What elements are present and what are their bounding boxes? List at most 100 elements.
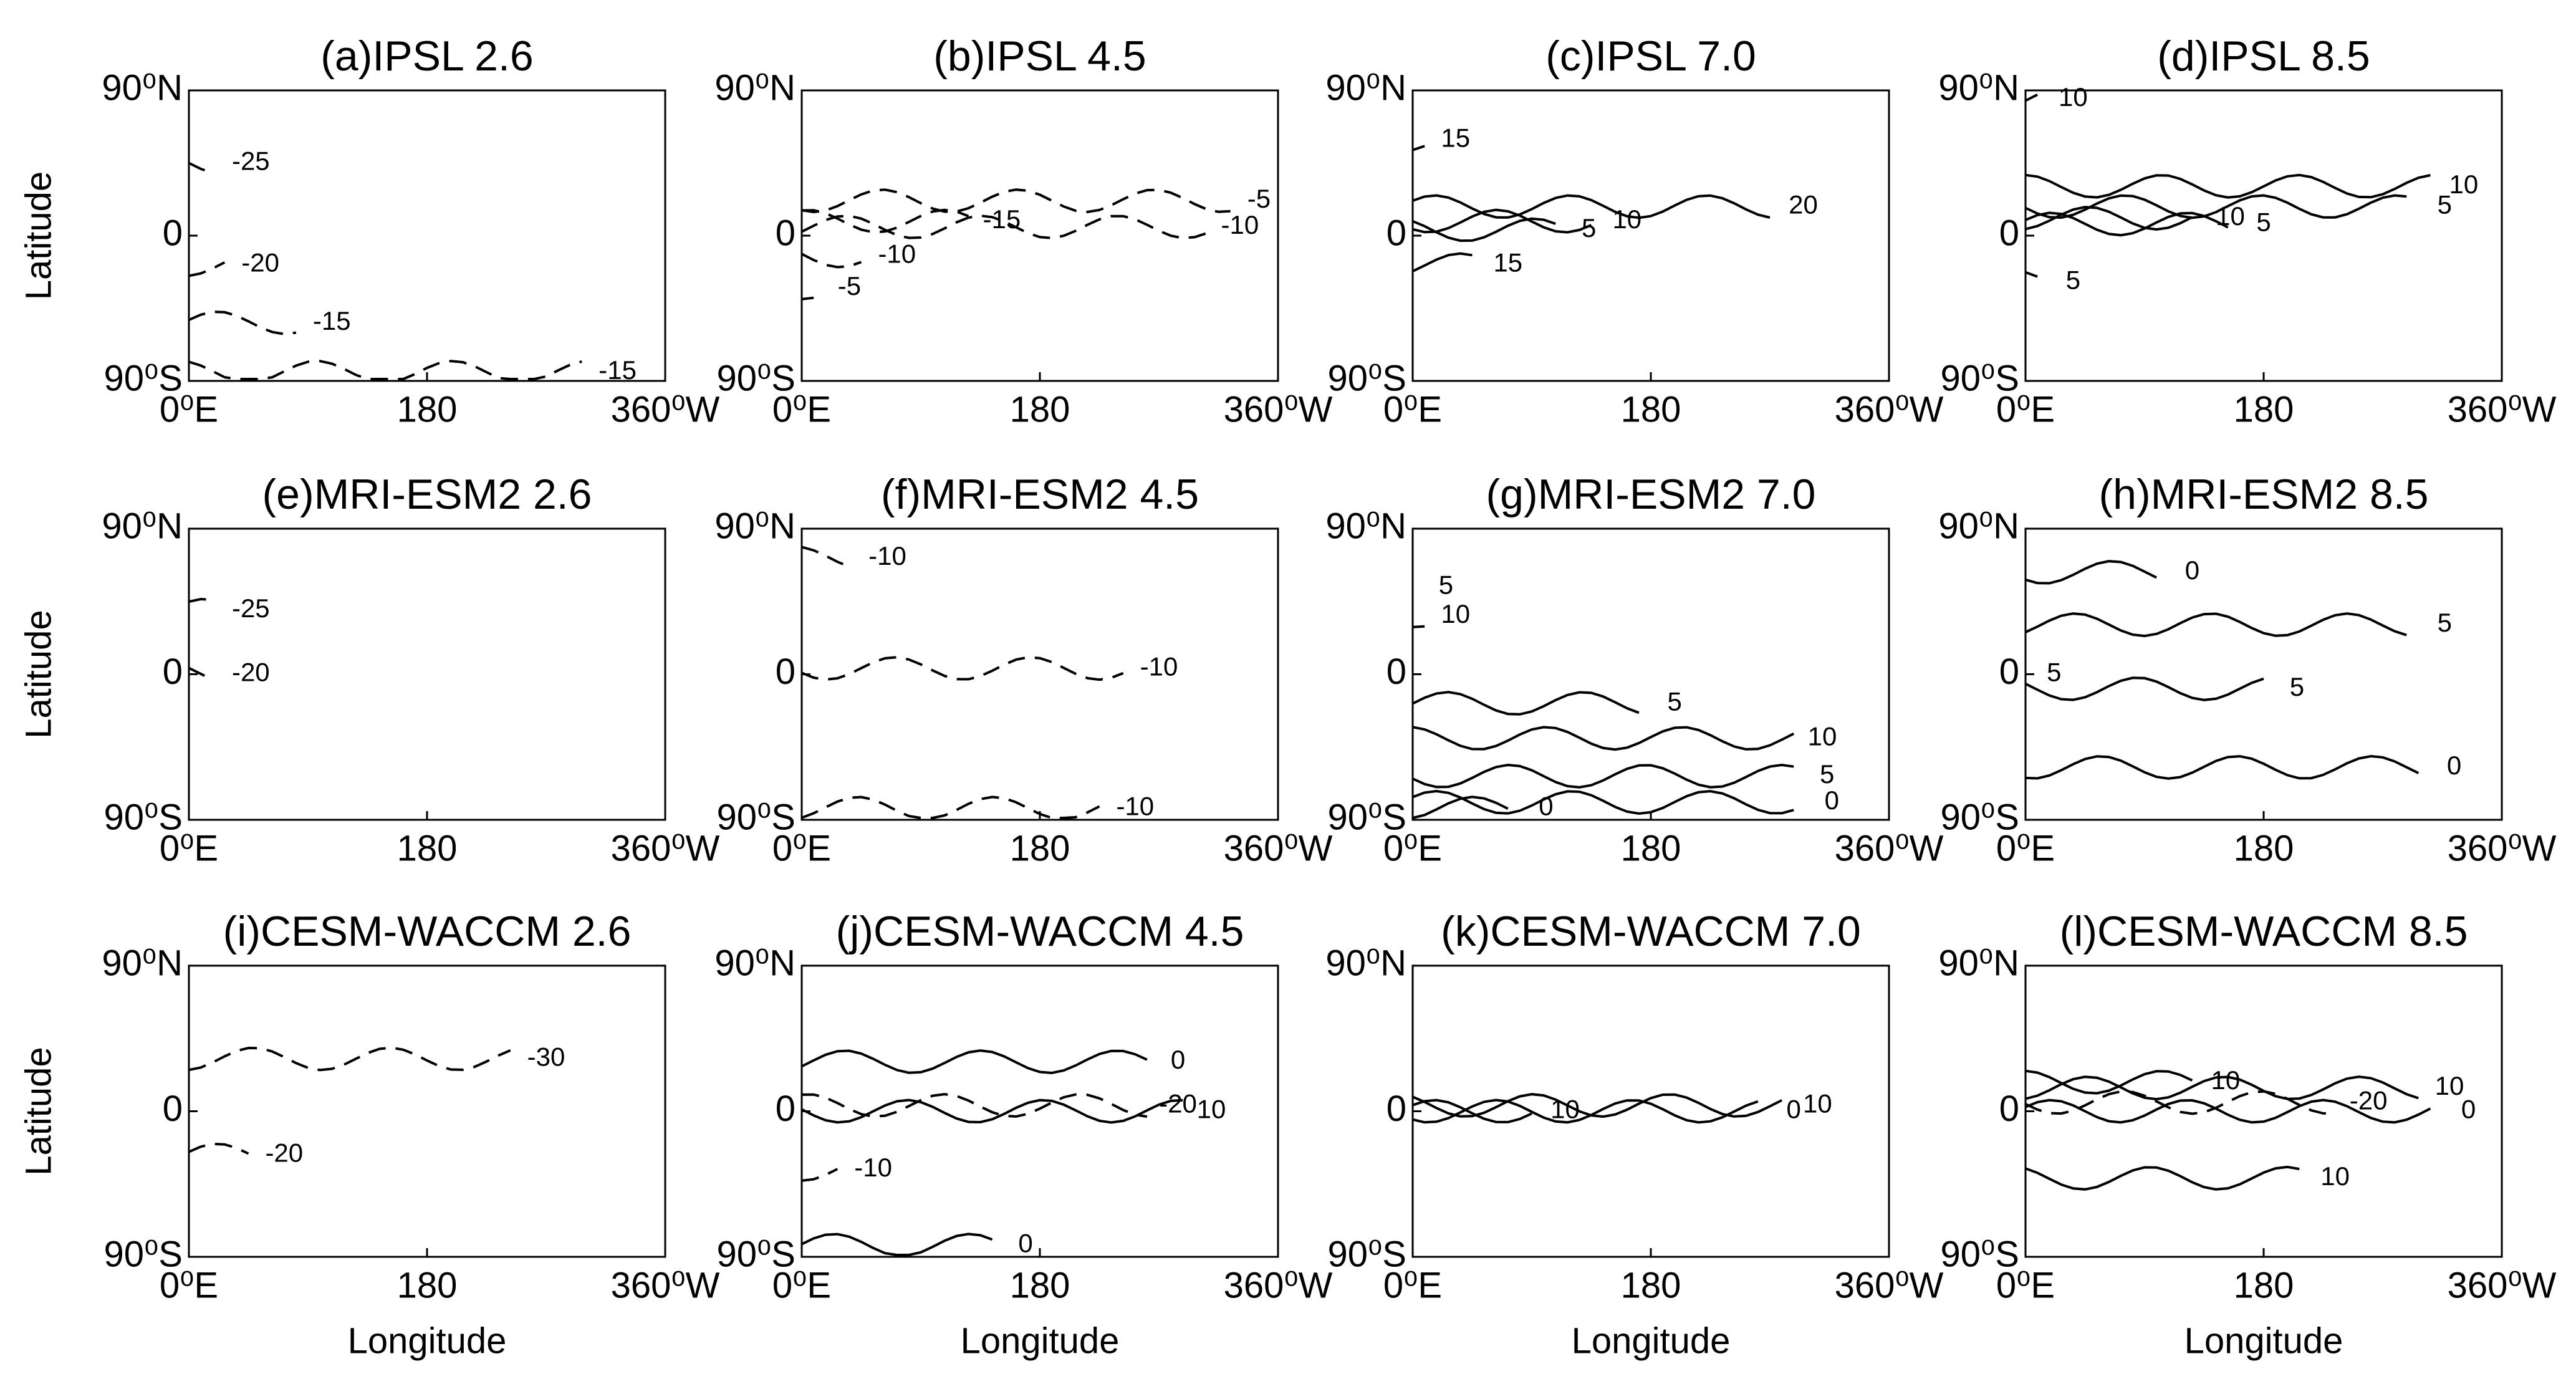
contour-label: 10: [2059, 82, 2088, 112]
contour-line: [1412, 1093, 1782, 1118]
x-axis-label: Longitude: [348, 1320, 507, 1361]
plot-frame: [1411, 89, 1890, 382]
contour-label: 10: [1197, 1095, 1226, 1124]
panel-title: (c)IPSL 7.0: [1545, 32, 1756, 80]
contour-line: [1412, 194, 1771, 219]
y-tick-label: 90⁰N: [1938, 943, 2019, 983]
contour-label: -10: [878, 239, 916, 269]
contour-line: [2025, 1090, 2335, 1115]
contour-label: 10: [2435, 1071, 2464, 1100]
contour-line: [801, 1233, 993, 1256]
y-tick-label: 90⁰N: [102, 506, 183, 546]
plot-frame: [2024, 964, 2503, 1258]
contour-line: [801, 214, 1208, 239]
contour-label: 5: [1820, 759, 1834, 789]
y-tick-label: 90⁰S: [717, 1234, 795, 1274]
contour-line: [188, 261, 226, 277]
contour-line: [2025, 94, 2039, 102]
x-tick-label: 360⁰W: [1835, 389, 1944, 430]
contour-label: 5: [2438, 608, 2452, 637]
y-tick-label: 90⁰N: [714, 67, 795, 108]
plot-frame: [1411, 527, 1890, 821]
contour-line: [801, 1093, 1148, 1118]
contour-line: [2025, 754, 2420, 780]
y-tick-label: 90⁰S: [1941, 358, 2019, 398]
contour-line: [1412, 763, 1794, 789]
contour-label: 0: [1539, 791, 1553, 820]
contour-label: 5: [2066, 266, 2080, 295]
panel-title: (j)CESM-WACCM 4.5: [836, 908, 1244, 955]
x-tick-label: 180: [1010, 1265, 1070, 1305]
contour-line: [801, 545, 850, 568]
contour-line: [801, 252, 862, 269]
contour-label: 20: [1789, 190, 1818, 219]
contour-line: [2025, 271, 2038, 278]
x-tick-label: 180: [397, 389, 458, 430]
plot-frame: [188, 89, 666, 382]
contour-label: -30: [527, 1042, 565, 1072]
y-tick-label: 90⁰N: [1938, 67, 2019, 108]
contour-label: -15: [313, 306, 351, 335]
plot-frame: [188, 964, 666, 1258]
x-tick-label: 360⁰W: [2448, 389, 2557, 430]
contour-label: 0: [2447, 751, 2461, 780]
x-tick-label: 360⁰W: [1224, 828, 1333, 868]
contour-line: [1412, 726, 1795, 751]
contour-line: [801, 208, 969, 234]
y-tick-label: 90⁰S: [104, 797, 183, 837]
contour-line: [2025, 612, 2407, 638]
contour-line: [2025, 676, 2264, 701]
contour-line: [801, 1168, 839, 1182]
y-axis-label: Latitude: [18, 1047, 59, 1175]
contour-line: [2025, 206, 2193, 231]
contour-label: -5: [1247, 184, 1271, 213]
y-tick-label: 0: [1387, 1088, 1406, 1129]
y-tick-label: 90⁰N: [714, 943, 795, 983]
x-axis-label: Longitude: [961, 1320, 1120, 1361]
contour-label: 5: [2047, 658, 2061, 687]
contour-label: -25: [232, 147, 270, 176]
y-tick-label: 90⁰S: [1328, 797, 1406, 837]
contour-line: [1412, 145, 1425, 151]
plot-frame: [2024, 527, 2503, 821]
x-tick-label: 360⁰W: [1224, 1265, 1333, 1305]
y-tick-label: 90⁰N: [714, 506, 795, 546]
contour-line: [188, 310, 297, 335]
y-tick-label: 0: [1999, 651, 2019, 692]
x-tick-label: 0⁰E: [1383, 828, 1442, 868]
contour-label: 0: [1171, 1045, 1185, 1074]
contour-label: -10: [1116, 791, 1154, 820]
y-tick-label: 90⁰S: [1328, 358, 1406, 398]
x-tick-label: 0⁰E: [1383, 1265, 1442, 1305]
contour-label: 0: [2461, 1095, 2476, 1124]
contour-label: 10: [2216, 201, 2245, 231]
x-tick-label: 0⁰E: [1383, 389, 1442, 430]
contour-line: [1412, 795, 1509, 819]
contour-label: 10: [1803, 1088, 1832, 1118]
contour-label: 5: [2290, 672, 2304, 701]
contour-label: 5: [1439, 570, 1453, 599]
contour-label: 0: [1018, 1228, 1032, 1257]
y-tick-label: 0: [163, 213, 183, 253]
x-tick-label: 360⁰W: [611, 828, 720, 868]
contour-line: [801, 795, 1100, 819]
contour-label: -15: [983, 204, 1021, 234]
x-tick-label: 180: [397, 1265, 458, 1305]
panel-title: (f)MRI-ESM2 4.5: [881, 471, 1199, 518]
contour-label: -5: [838, 271, 861, 300]
y-tick-label: 0: [776, 651, 795, 692]
y-tick-label: 90⁰S: [104, 1234, 183, 1274]
x-tick-label: 0⁰E: [1996, 1265, 2055, 1305]
x-tick-label: 180: [1621, 1265, 1681, 1305]
x-tick-label: 180: [1621, 389, 1681, 430]
contour-line: [2025, 1165, 2300, 1191]
y-tick-label: 0: [1999, 1088, 2019, 1129]
contour-label: -15: [598, 355, 637, 385]
contour-label: -25: [232, 593, 270, 623]
x-tick-label: 180: [397, 828, 458, 868]
x-tick-label: 360⁰W: [2448, 1265, 2557, 1305]
contour-line: [801, 188, 1231, 214]
contour-line: [2025, 1075, 2419, 1101]
contour-line: [1412, 252, 1473, 272]
x-tick-label: 0⁰E: [772, 389, 831, 430]
